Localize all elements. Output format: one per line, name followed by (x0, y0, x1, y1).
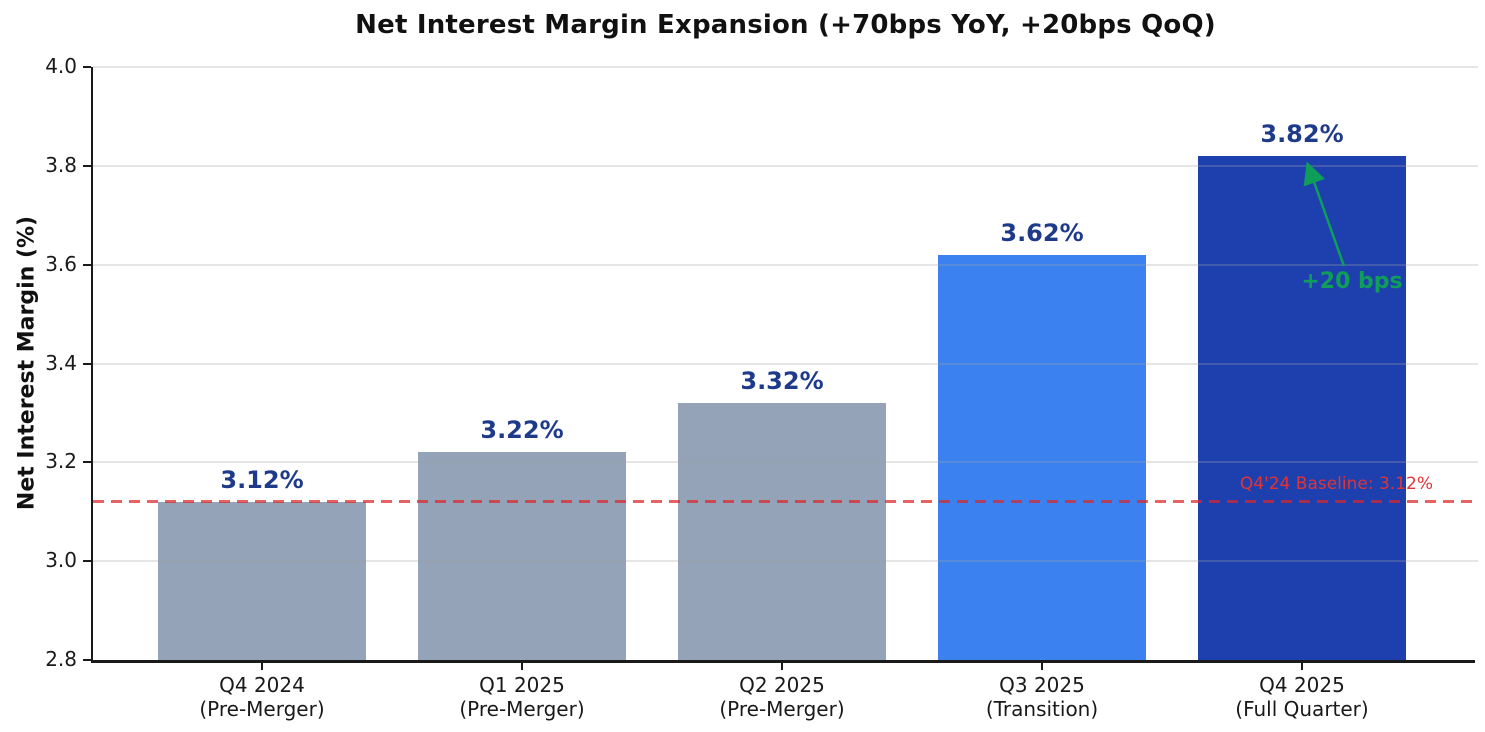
y-tick-label: 3.8 (45, 152, 77, 177)
y-tick-mark (83, 164, 91, 167)
y-tick-mark (83, 659, 91, 661)
y-tick-label: 3.6 (45, 251, 77, 276)
x-tick-label-line2: (Full Quarter) (1235, 697, 1369, 722)
x-tick-label-line1: Q3 2025 (999, 673, 1085, 697)
bar-value-label: 3.82% (1260, 119, 1344, 148)
x-tick-label: Q4 2024 (Pre-Merger) (122, 673, 402, 722)
bar-q1-2025 (418, 452, 626, 660)
y-tick-label: 3.2 (45, 449, 77, 474)
x-tick-label: Q4 2025 (Full Quarter) (1162, 673, 1442, 722)
gridline (93, 263, 1478, 266)
chart-title: Net Interest Margin Expansion (+70bps Yo… (355, 10, 1216, 40)
x-tick-label: Q2 2025 (Pre-Merger) (642, 673, 922, 722)
gridline (93, 461, 1478, 464)
bar-q4-2024 (158, 501, 366, 660)
x-tick-label-line2: (Pre-Merger) (459, 697, 585, 722)
y-tick-label: 3.0 (45, 548, 77, 573)
x-tick-mark (1301, 663, 1303, 670)
y-tick-mark (83, 461, 91, 464)
y-tick-label: 3.4 (45, 350, 77, 375)
x-tick-label: Q3 2025 (Transition) (902, 673, 1182, 722)
increase-arrow-icon (1303, 161, 1346, 267)
y-axis-spine (91, 67, 93, 663)
bar-value-label: 3.22% (480, 416, 564, 445)
bar-value-label: 3.12% (220, 465, 304, 494)
plot-area: 3.12% 3.22% 3.32% 3.62% 3.82% 2.8 3.0 3.2 3.4 3.… (45, 54, 1478, 721)
gridline (93, 164, 1478, 167)
bar-value-label: 3.32% (740, 367, 824, 396)
x-tick-label-line1: Q4 2025 (1259, 673, 1345, 697)
y-tick-mark (83, 362, 91, 365)
x-tick-mark (521, 663, 523, 670)
x-tick-label-line2: (Pre-Merger) (719, 697, 845, 722)
y-tick-mark (83, 560, 91, 563)
baseline-dashed-line (93, 500, 1478, 504)
bar-q3-2025 (938, 254, 1146, 660)
x-tick-mark (781, 663, 783, 670)
gridline (93, 66, 1478, 68)
x-axis-spine (91, 660, 1475, 663)
x-tick-label-line2: (Transition) (985, 697, 1099, 722)
gridline (93, 362, 1478, 365)
bar-q4-2025 (1198, 155, 1406, 660)
y-tick-mark (83, 66, 91, 68)
gridline (93, 560, 1478, 563)
x-tick-label-line1: Q1 2025 (479, 673, 565, 697)
baseline-label: Q4'24 Baseline: 3.12% (1239, 473, 1433, 494)
x-tick-label-line2: (Pre-Merger) (199, 697, 325, 722)
y-tick-label: 2.8 (45, 647, 77, 671)
x-tick-mark (1041, 663, 1043, 670)
bar-q2-2025 (678, 403, 886, 660)
x-tick-label-line1: Q2 2025 (739, 673, 825, 697)
x-tick-label: Q1 2025 (Pre-Merger) (382, 673, 662, 722)
y-tick-label: 4.0 (45, 54, 77, 78)
x-tick-label-line1: Q4 2024 (219, 673, 305, 697)
y-tick-mark (83, 263, 91, 266)
x-tick-mark (261, 663, 263, 670)
qoq-annotation-label: +20 bps (1301, 269, 1403, 294)
bar-value-label: 3.62% (1000, 218, 1084, 247)
